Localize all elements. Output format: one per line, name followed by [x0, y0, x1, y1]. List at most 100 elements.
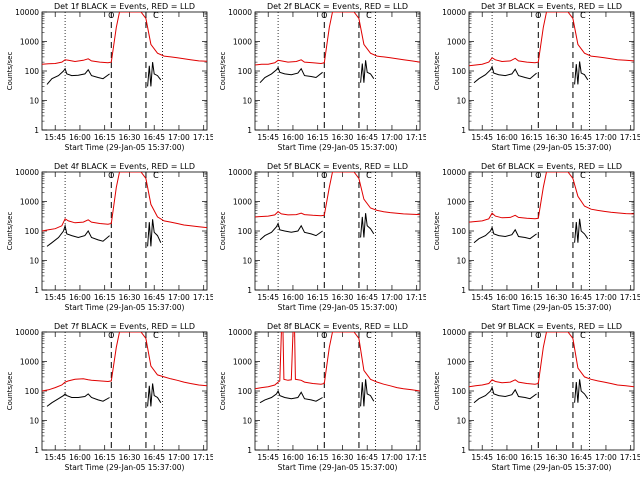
black-series-line — [574, 379, 589, 403]
x-tick-label: 17:00 — [168, 293, 190, 302]
plot-frame — [41, 171, 208, 291]
y-tick-label: 1 — [247, 446, 252, 455]
y-tick-label: 100 — [452, 227, 467, 236]
y-tick-label: 10000 — [15, 8, 39, 17]
detector-chart: Det 4f BLACK = Events, RED = LLD 1 10 100 10… — [6, 162, 213, 312]
y-tick-label: 1000 — [233, 38, 252, 47]
y-tick-label: 100 — [25, 387, 40, 396]
marker-symbol: C — [366, 171, 372, 180]
marker-symbol: O — [108, 11, 114, 20]
y-tick-label: 10000 — [15, 328, 39, 337]
x-tick-label: 16:00 — [496, 453, 518, 462]
x-tick-label: 17:15 — [193, 133, 213, 142]
x-tick-label: 15:45 — [471, 133, 493, 142]
y-tick-label: 1000 — [20, 38, 39, 47]
marker-symbol: O — [535, 171, 541, 180]
x-tick-label: 16:15 — [307, 133, 329, 142]
x-tick-label: 17:15 — [406, 293, 426, 302]
black-series-line — [46, 223, 110, 247]
red-series-line — [255, 12, 420, 66]
x-tick-label: 15:45 — [44, 133, 66, 142]
y-tick-label: 1000 — [233, 358, 252, 367]
red-series-line — [469, 12, 634, 67]
y-tick-label: 100 — [25, 227, 40, 236]
marker-symbol: C — [580, 331, 586, 340]
black-series-line — [147, 383, 162, 407]
plot-frame — [41, 11, 208, 131]
y-tick-label: 10 — [456, 257, 466, 266]
x-tick-label: 16:15 — [521, 133, 543, 142]
y-tick-label: 10000 — [442, 328, 466, 337]
x-tick-label: 17:00 — [381, 293, 403, 302]
black-series-line — [259, 389, 323, 404]
black-series-line — [473, 386, 537, 404]
x-tick-label: 15:45 — [44, 453, 66, 462]
x-tick-label: 16:15 — [94, 293, 116, 302]
marker-symbol: C — [580, 11, 586, 20]
marker-symbol: C — [366, 331, 372, 340]
x-tick-label: 17:00 — [381, 133, 403, 142]
x-axis-label: Start Time (29-Jan-05 15:37:00) — [65, 143, 185, 152]
x-tick-label: 17:15 — [193, 293, 213, 302]
y-tick-label: 1 — [34, 446, 39, 455]
marker-symbol: C — [580, 171, 586, 180]
y-tick-label: 100 — [238, 227, 253, 236]
x-tick-label: 16:30 — [332, 133, 354, 142]
x-tick-label: 16:00 — [69, 453, 91, 462]
chart-title: Det 8f BLACK = Events, RED = LLD — [267, 322, 408, 331]
y-tick-label: 10 — [456, 417, 466, 426]
x-tick-label: 16:00 — [69, 133, 91, 142]
x-tick-label: 16:45 — [356, 453, 378, 462]
x-tick-label: 17:15 — [406, 133, 426, 142]
x-tick-label: 16:00 — [282, 133, 304, 142]
x-tick-label: 17:00 — [168, 133, 190, 142]
marker-symbol: O — [108, 171, 114, 180]
x-axis-label: Start Time (29-Jan-05 15:37:00) — [278, 463, 398, 472]
x-axis-label: Start Time (29-Jan-05 15:37:00) — [492, 463, 612, 472]
x-tick-label: 17:15 — [406, 453, 426, 462]
black-series-line — [360, 60, 375, 83]
plot-frame — [468, 331, 635, 451]
marker-symbol: C — [153, 171, 159, 180]
chart-title: Det 2f BLACK = Events, RED = LLD — [267, 2, 408, 11]
black-series-line — [360, 379, 375, 407]
y-axis-label: Counts/sec — [219, 52, 227, 91]
y-tick-label: 1000 — [233, 198, 252, 207]
x-axis-label: Start Time (29-Jan-05 15:37:00) — [278, 303, 398, 312]
x-tick-label: 16:30 — [546, 453, 568, 462]
y-axis-label: Counts/sec — [219, 372, 227, 411]
y-tick-label: 1 — [461, 446, 466, 455]
y-tick-label: 1 — [34, 126, 39, 135]
y-tick-label: 10 — [29, 417, 39, 426]
chart-title: Det 1f BLACK = Events, RED = LLD — [54, 2, 195, 11]
marker-symbol: C — [366, 11, 372, 20]
y-axis-label: Counts/sec — [433, 212, 441, 251]
black-series-line — [259, 66, 323, 84]
x-tick-label: 17:15 — [620, 453, 640, 462]
plot-frame — [41, 331, 208, 451]
x-axis-label: Start Time (29-Jan-05 15:37:00) — [65, 303, 185, 312]
red-series-line — [42, 172, 207, 232]
x-tick-label: 17:15 — [620, 293, 640, 302]
x-tick-label: 16:45 — [570, 293, 592, 302]
x-tick-label: 16:30 — [546, 133, 568, 142]
black-series-line — [147, 219, 162, 247]
y-tick-label: 1000 — [447, 358, 466, 367]
plot-frame — [254, 331, 421, 451]
y-tick-label: 10000 — [442, 8, 466, 17]
x-tick-label: 16:45 — [570, 453, 592, 462]
black-series-line — [574, 218, 589, 243]
marker-symbol: O — [535, 11, 541, 20]
y-axis-label: Counts/sec — [433, 372, 441, 411]
y-tick-label: 10 — [29, 97, 39, 106]
detector-chart: Det 2f BLACK = Events, RED = LLD 1 10 100 10… — [219, 2, 426, 152]
y-tick-label: 100 — [452, 387, 467, 396]
x-tick-label: 16:00 — [282, 453, 304, 462]
chart-title: Det 7f BLACK = Events, RED = LLD — [54, 322, 195, 331]
x-axis-label: Start Time (29-Jan-05 15:37:00) — [492, 143, 612, 152]
y-tick-label: 10000 — [15, 168, 39, 177]
x-tick-label: 17:00 — [381, 453, 403, 462]
x-tick-label: 16:15 — [94, 453, 116, 462]
red-series-line — [469, 172, 634, 223]
marker-symbol: C — [153, 11, 159, 20]
